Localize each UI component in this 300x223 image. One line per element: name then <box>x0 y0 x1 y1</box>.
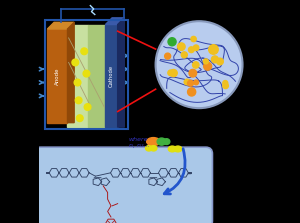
Polygon shape <box>68 22 74 123</box>
Circle shape <box>223 81 228 85</box>
Bar <box>105 25 118 127</box>
Bar <box>88 25 105 127</box>
Text: Cathode: Cathode <box>109 65 114 87</box>
Circle shape <box>72 59 79 66</box>
Polygon shape <box>105 18 124 25</box>
Ellipse shape <box>157 138 166 145</box>
Circle shape <box>217 58 223 65</box>
FancyArrowPatch shape <box>164 149 185 194</box>
Text: Anode: Anode <box>55 67 60 85</box>
Ellipse shape <box>150 146 157 151</box>
Circle shape <box>76 115 83 122</box>
Ellipse shape <box>174 146 182 152</box>
Circle shape <box>223 83 228 89</box>
Circle shape <box>81 48 88 55</box>
Circle shape <box>212 56 218 63</box>
Circle shape <box>193 45 199 50</box>
Circle shape <box>209 45 218 54</box>
Ellipse shape <box>168 146 176 152</box>
Circle shape <box>75 97 82 104</box>
Circle shape <box>168 70 173 76</box>
Circle shape <box>191 36 196 42</box>
Ellipse shape <box>147 138 160 146</box>
Circle shape <box>188 88 196 96</box>
Circle shape <box>189 69 196 77</box>
Circle shape <box>188 80 194 86</box>
Circle shape <box>83 70 90 77</box>
Circle shape <box>178 43 185 50</box>
Circle shape <box>74 79 81 86</box>
Circle shape <box>168 38 176 46</box>
Polygon shape <box>47 22 74 29</box>
Circle shape <box>204 62 212 70</box>
Text: n, n₂...: n, n₂... <box>129 143 149 148</box>
Ellipse shape <box>163 139 170 145</box>
Circle shape <box>193 62 199 68</box>
Circle shape <box>194 80 199 85</box>
Bar <box>68 25 88 127</box>
Circle shape <box>181 52 187 58</box>
Circle shape <box>84 104 91 110</box>
Ellipse shape <box>146 146 152 151</box>
Circle shape <box>188 47 194 53</box>
Circle shape <box>156 21 242 108</box>
Polygon shape <box>118 18 124 127</box>
Circle shape <box>203 59 208 64</box>
FancyBboxPatch shape <box>34 147 212 223</box>
Circle shape <box>165 53 171 59</box>
Text: where: where <box>129 137 148 142</box>
Bar <box>47 29 68 123</box>
Circle shape <box>184 79 190 85</box>
Circle shape <box>170 70 177 77</box>
